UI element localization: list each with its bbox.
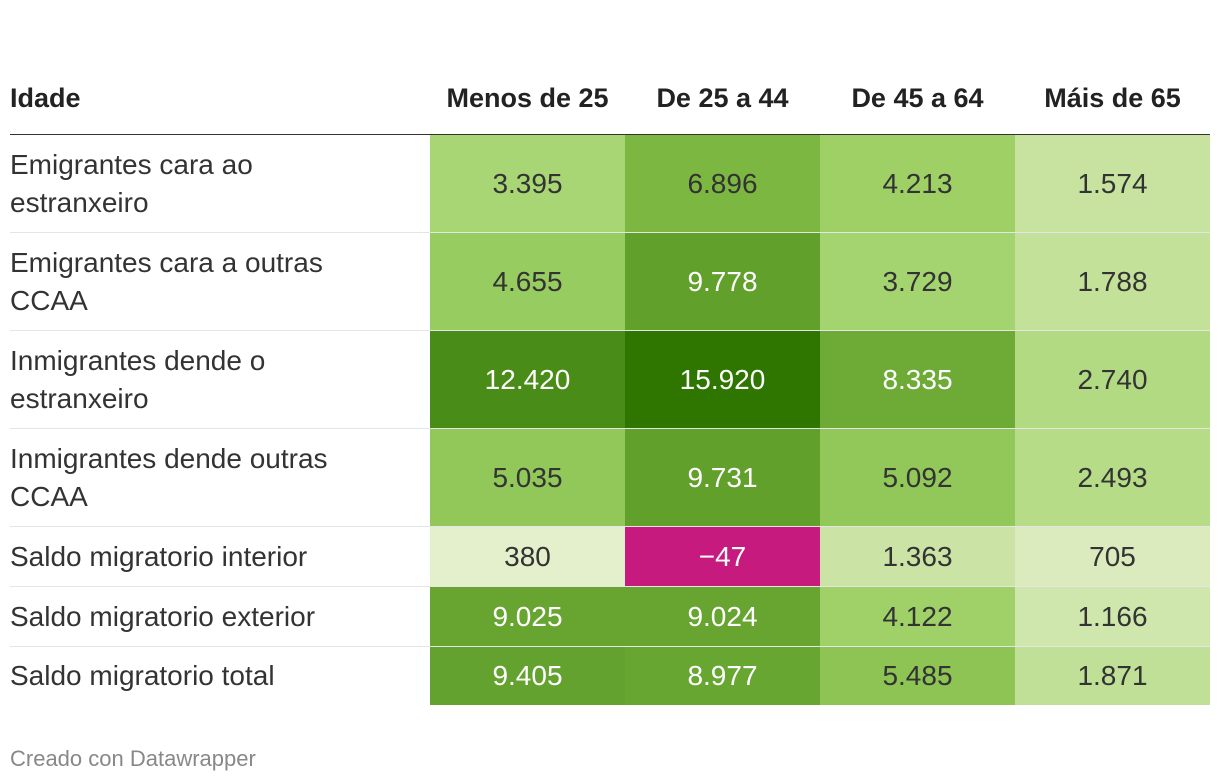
table-body: Emigrantes cara ao estranxeiro 3.395 6.896…: [10, 135, 1210, 705]
table-row: Emigrantes cara ao estranxeiro 3.395 6.896…: [10, 135, 1210, 233]
heatmap-cell: 6.896: [625, 135, 820, 232]
heatmap-cell: 9.778: [625, 233, 820, 330]
heatmap-cell: 380: [430, 527, 625, 586]
row-label: Inmigrantes dende o estranxeiro: [10, 344, 266, 414]
table-header: Idade Menos de 25 De 25 a 44 De 45 a 64 …: [10, 40, 1210, 135]
heatmap-cell: 8.335: [820, 331, 1015, 428]
heatmap-cell: 3.395: [430, 135, 625, 232]
heatmap-table: Idade Menos de 25 De 25 a 44 De 45 a 64 …: [10, 40, 1210, 705]
heatmap-cell: 3.729: [820, 233, 1015, 330]
heatmap-cell: 12.420: [430, 331, 625, 428]
heatmap-cell: 2.493: [1015, 429, 1210, 526]
heatmap-cell: 9.024: [625, 587, 820, 646]
table-row: Saldo migratorio exterior 9.025 9.024 4.122…: [10, 587, 1210, 647]
header-col-45-64: De 45 a 64: [851, 83, 984, 113]
heatmap-cell: 8.977: [625, 647, 820, 705]
row-label: Emigrantes cara ao estranxeiro: [10, 148, 253, 218]
heatmap-cell: 1.363: [820, 527, 1015, 586]
heatmap-cell: 9.405: [430, 647, 625, 705]
header-col-mais-de-65: Máis de 65: [1044, 83, 1181, 113]
heatmap-cell: 15.920: [625, 331, 820, 428]
heatmap-cell: 1.166: [1015, 587, 1210, 646]
heatmap-cell: 2.740: [1015, 331, 1210, 428]
heatmap-cell: 5.485: [820, 647, 1015, 705]
heatmap-cell: 5.092: [820, 429, 1015, 526]
row-label: Inmigrantes dende outras CCAA: [10, 442, 328, 512]
heatmap-cell: 1.574: [1015, 135, 1210, 232]
heatmap-cell: 9.025: [430, 587, 625, 646]
header-row-label: Idade: [10, 83, 81, 113]
table-row: Inmigrantes dende outras CCAA 5.035 9.731 5…: [10, 429, 1210, 527]
table-row: Saldo migratorio total 9.405 8.977 5.485 1.8…: [10, 647, 1210, 705]
table-row: Inmigrantes dende o estranxeiro 12.420 15.…: [10, 331, 1210, 429]
row-label: Saldo migratorio exterior: [10, 600, 316, 632]
heatmap-cell: 4.655: [430, 233, 625, 330]
credit-footer: Creado con Datawrapper: [10, 746, 256, 771]
heatmap-cell: 5.035: [430, 429, 625, 526]
header-col-menos-de-25: Menos de 25: [446, 83, 609, 113]
header-col-25-44: De 25 a 44: [656, 83, 789, 113]
row-label: Saldo migratorio interior: [10, 540, 308, 572]
table-row: Saldo migratorio interior 380 −47 1.363 705: [10, 527, 1210, 587]
heatmap-cell: 705: [1015, 527, 1210, 586]
table-row: Emigrantes cara a outras CCAA 4.655 9.778 3…: [10, 233, 1210, 331]
heatmap-cell: 4.213: [820, 135, 1015, 232]
heatmap-cell: 4.122: [820, 587, 1015, 646]
heatmap-cell: 1.788: [1015, 233, 1210, 330]
row-label: Saldo migratorio total: [10, 660, 275, 691]
row-label: Emigrantes cara a outras CCAA: [10, 246, 323, 316]
heatmap-cell: 1.871: [1015, 647, 1210, 705]
heatmap-cell: −47: [625, 527, 820, 586]
heatmap-cell: 9.731: [625, 429, 820, 526]
